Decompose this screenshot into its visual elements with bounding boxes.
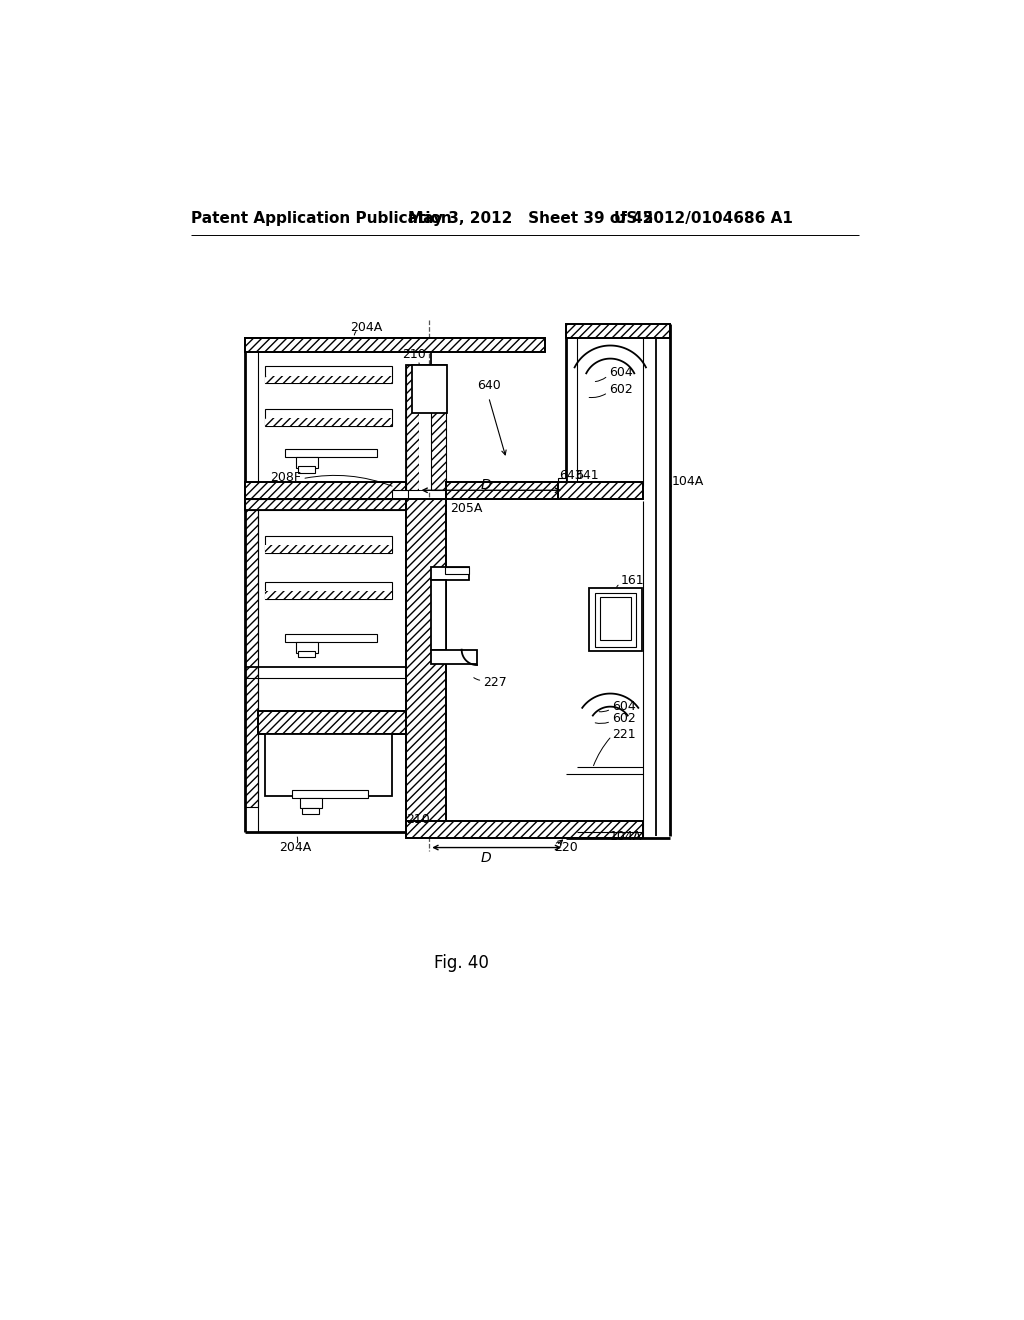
Bar bbox=[392, 500, 408, 507]
Bar bbox=[446, 482, 565, 499]
Bar bbox=[258, 711, 407, 734]
Bar bbox=[446, 482, 565, 499]
Bar bbox=[245, 482, 407, 499]
Bar bbox=[296, 457, 317, 469]
Bar bbox=[265, 418, 392, 425]
Bar bbox=[258, 711, 407, 734]
Bar bbox=[407, 364, 446, 490]
Bar bbox=[265, 409, 392, 425]
Text: 210: 210 bbox=[406, 813, 430, 825]
Bar bbox=[558, 482, 643, 499]
Bar bbox=[431, 581, 446, 649]
Text: D: D bbox=[481, 850, 492, 865]
Bar bbox=[446, 482, 565, 499]
Bar bbox=[285, 449, 377, 457]
Text: 210: 210 bbox=[402, 348, 426, 362]
Bar bbox=[265, 367, 392, 383]
Bar bbox=[407, 821, 643, 838]
Text: 204A: 204A bbox=[350, 321, 382, 334]
Text: 602: 602 bbox=[611, 713, 636, 726]
Bar bbox=[562, 482, 568, 490]
Text: D: D bbox=[481, 478, 492, 492]
Bar bbox=[265, 376, 392, 383]
Bar bbox=[298, 466, 315, 473]
Bar bbox=[431, 364, 446, 490]
Bar bbox=[446, 482, 565, 499]
Text: 161: 161 bbox=[621, 574, 644, 587]
Bar bbox=[431, 649, 477, 664]
Bar bbox=[245, 338, 431, 351]
Text: 227: 227 bbox=[483, 676, 507, 689]
Bar bbox=[600, 597, 631, 640]
Bar bbox=[392, 490, 408, 500]
Bar bbox=[595, 593, 637, 647]
Bar bbox=[298, 651, 315, 657]
Text: 205A: 205A bbox=[451, 502, 482, 515]
Bar bbox=[419, 364, 446, 490]
Bar bbox=[565, 323, 670, 338]
Bar bbox=[245, 338, 545, 351]
Bar bbox=[245, 499, 407, 510]
Bar bbox=[245, 338, 431, 351]
Bar bbox=[565, 323, 670, 338]
Bar bbox=[265, 591, 392, 599]
Bar bbox=[245, 499, 258, 807]
Bar bbox=[302, 808, 319, 814]
Text: 641: 641 bbox=[575, 469, 599, 482]
Text: 604: 604 bbox=[609, 366, 633, 379]
Text: 602: 602 bbox=[609, 383, 633, 396]
Bar bbox=[300, 797, 322, 808]
Text: 221: 221 bbox=[611, 727, 636, 741]
Text: May 3, 2012   Sheet 39 of 45: May 3, 2012 Sheet 39 of 45 bbox=[408, 211, 653, 226]
Bar bbox=[558, 478, 565, 492]
Bar bbox=[245, 338, 545, 351]
Bar bbox=[431, 566, 469, 581]
Bar bbox=[245, 482, 407, 499]
Text: 104A: 104A bbox=[609, 829, 642, 842]
Bar bbox=[407, 821, 643, 838]
Bar bbox=[265, 536, 392, 553]
Text: US 2012/0104686 A1: US 2012/0104686 A1 bbox=[614, 211, 793, 226]
Text: Fig. 40: Fig. 40 bbox=[434, 954, 489, 972]
Bar bbox=[444, 566, 469, 574]
Bar bbox=[245, 499, 407, 510]
Bar bbox=[265, 545, 392, 553]
Bar bbox=[412, 364, 447, 413]
Bar bbox=[407, 499, 446, 832]
Bar bbox=[292, 789, 368, 797]
Bar bbox=[265, 734, 392, 796]
Text: Patent Application Publication: Patent Application Publication bbox=[190, 211, 452, 226]
Bar bbox=[285, 635, 377, 642]
Text: 104A: 104A bbox=[672, 475, 705, 488]
Text: 220: 220 bbox=[554, 841, 578, 854]
Text: 204A: 204A bbox=[280, 841, 311, 854]
Text: 208F: 208F bbox=[270, 471, 301, 484]
Text: 640: 640 bbox=[477, 379, 501, 392]
Bar bbox=[558, 482, 643, 499]
Text: 604: 604 bbox=[611, 700, 636, 713]
Bar bbox=[296, 642, 317, 653]
Bar bbox=[407, 499, 446, 832]
Bar bbox=[265, 582, 392, 599]
Text: 643: 643 bbox=[559, 469, 583, 482]
Bar bbox=[590, 589, 642, 651]
Bar bbox=[407, 364, 419, 490]
